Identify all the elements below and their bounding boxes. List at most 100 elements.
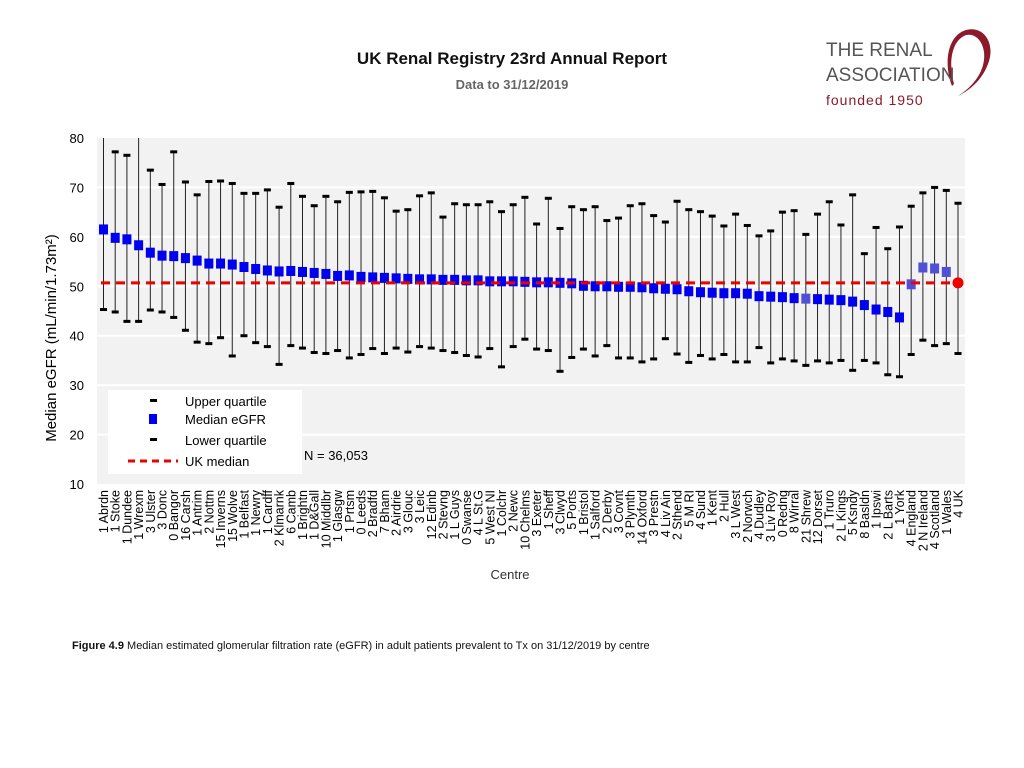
upper-quartile-mark — [860, 252, 868, 256]
lower-quartile-mark — [146, 308, 154, 312]
median-marker — [695, 287, 705, 298]
centre-15 — [274, 205, 284, 366]
lower-quartile-mark — [685, 360, 693, 364]
x-tick-label: 2 Stevng — [436, 490, 450, 539]
centre-32 — [473, 203, 483, 359]
upper-quartile-mark — [111, 150, 119, 154]
lower-quartile-mark — [298, 346, 306, 350]
centre-63 — [836, 223, 846, 362]
lower-quartile-mark — [814, 359, 822, 363]
median-marker — [555, 277, 565, 288]
caption-text: Median estimated glomerular filtration r… — [127, 640, 650, 652]
x-tick-label: 1 L Guys — [448, 490, 462, 540]
x-tick-label: 1 Newry — [249, 489, 263, 536]
lower-quartile-mark — [486, 347, 494, 351]
lower-quartile-mark — [615, 356, 623, 360]
lower-quartile-mark — [334, 349, 342, 353]
median-marker — [192, 255, 202, 266]
centre-51 — [695, 210, 705, 357]
lower-quartile-mark — [708, 357, 716, 361]
lower-quartile-mark — [650, 357, 658, 361]
median-marker — [344, 270, 354, 281]
lower-quartile-mark — [732, 360, 740, 364]
x-tick-label: 10 Middlbr — [319, 490, 333, 548]
centre-42 — [590, 205, 600, 358]
median-marker — [426, 274, 436, 285]
upper-quartile-mark — [123, 153, 131, 157]
lower-quartile-mark — [380, 352, 388, 356]
lower-quartile-mark — [217, 336, 225, 340]
x-tick-label: 3 Leic — [413, 490, 427, 523]
median-marker — [356, 271, 366, 282]
x-tick-label: 1 Dundee — [120, 490, 134, 544]
median-marker — [707, 287, 717, 298]
lower-quartile-mark — [181, 328, 189, 332]
y-tick-70: 70 — [70, 180, 84, 195]
lower-quartile-mark — [895, 375, 903, 379]
median-marker — [239, 262, 249, 273]
x-tick-label: 2 Klmarnk — [273, 489, 287, 546]
lower-quartile-mark — [521, 337, 529, 341]
centre-70 — [918, 191, 928, 342]
x-tick-label: 4 Scotland — [928, 490, 942, 549]
median-marker — [485, 276, 495, 287]
upper-quartile-mark — [181, 180, 189, 184]
x-tick-label: 2 Bradfd — [366, 490, 380, 537]
data-marks — [99, 138, 964, 379]
upper-quartile-mark — [369, 189, 377, 193]
x-tick-label: 0 Redng — [776, 490, 790, 537]
y-tick-40: 40 — [70, 329, 84, 344]
centre-44 — [614, 216, 624, 360]
x-tick-label: 3 Covnt — [612, 489, 626, 533]
upper-quartile-mark — [708, 214, 716, 218]
upper-quartile-mark — [568, 205, 576, 209]
lower-quartile-mark — [369, 347, 377, 351]
x-tick-label: 2 Derby — [600, 489, 614, 534]
lower-quartile-mark — [228, 354, 236, 358]
y-tick-50: 50 — [70, 279, 84, 294]
median-marker — [894, 312, 904, 323]
median-marker — [110, 232, 120, 243]
median-marker — [742, 288, 752, 299]
centre-18 — [309, 204, 319, 355]
median-marker — [859, 300, 869, 311]
upper-quartile-mark — [416, 194, 424, 198]
x-tick-label: 1 Ipswi — [870, 490, 884, 529]
upper-quartile-mark — [462, 203, 470, 207]
lower-quartile-mark — [825, 361, 833, 365]
y-axis: 10 20 30 40 50 60 70 80 — [70, 131, 84, 492]
median-marker — [99, 224, 108, 235]
x-tick-label: 21 Shrew — [799, 489, 813, 543]
centre-10 — [216, 179, 226, 340]
x-tick-label: 4 L St.G — [472, 490, 486, 535]
median-marker — [145, 247, 155, 258]
median-marker — [297, 266, 307, 277]
lower-quartile-mark — [240, 334, 248, 338]
median-marker — [450, 274, 460, 285]
caption-label: Figure 4.9 — [72, 640, 124, 652]
x-tick-label: 1 Sheff — [542, 489, 556, 529]
centre-57 — [766, 229, 776, 365]
y-tick-60: 60 — [70, 230, 84, 245]
centre-41 — [578, 208, 588, 351]
centre-26 — [403, 208, 413, 354]
lower-quartile-mark — [802, 363, 810, 367]
centre-25 — [391, 209, 401, 350]
median-marker — [918, 262, 928, 273]
x-tick-label: 2 L Barts — [881, 490, 895, 540]
median-marker — [871, 304, 881, 315]
median-marker — [590, 281, 600, 292]
lower-quartile-mark — [568, 355, 576, 359]
median-marker — [157, 250, 167, 261]
x-tick-label: 1 Colchr — [495, 490, 509, 537]
median-marker — [660, 283, 670, 294]
x-tick-label: 3 Prestn — [647, 490, 661, 537]
upper-quartile-mark — [802, 232, 810, 236]
median-marker — [122, 234, 132, 245]
x-tick-label: 1 Belfast — [237, 489, 251, 538]
lower-quartile-mark — [790, 359, 798, 363]
upper-quartile-mark — [696, 210, 704, 214]
renal-association-logo: THE RENAL ASSOCIATION founded 1950 — [826, 29, 991, 108]
lower-quartile-mark — [462, 353, 470, 357]
centre-12 — [239, 191, 249, 338]
